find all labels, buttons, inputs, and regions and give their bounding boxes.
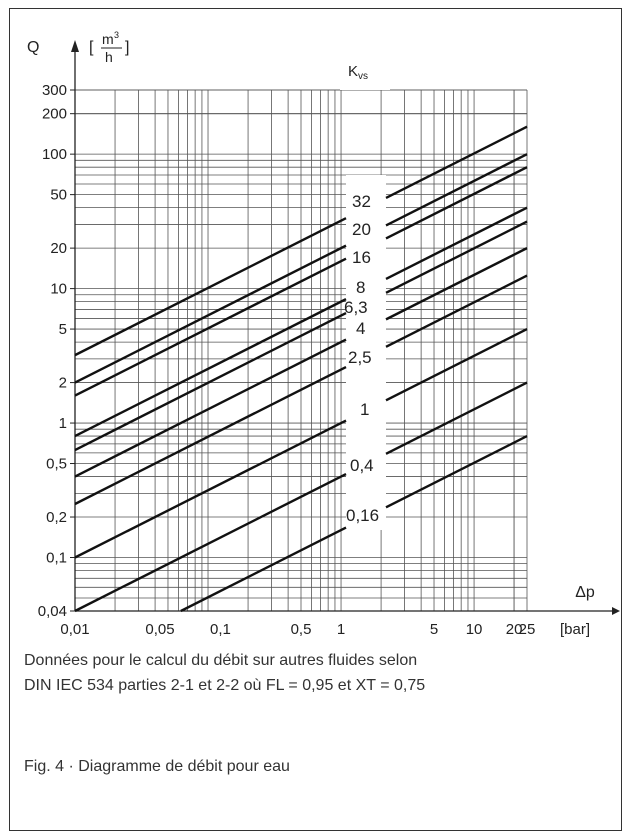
series-line	[385, 220, 528, 294]
series-line	[385, 381, 528, 455]
x-tick-label: 1	[337, 621, 345, 638]
series-line	[385, 247, 528, 321]
series-line	[385, 435, 528, 509]
x-tick-label: 0,5	[291, 621, 312, 638]
series-line	[74, 365, 347, 506]
y-tick-label: 0,2	[46, 509, 67, 526]
note-line-1: Données pour le calcul du débit sur autr…	[24, 652, 418, 669]
x-axis-symbol: Δp	[575, 584, 595, 601]
series-line	[74, 298, 347, 438]
series-line	[74, 312, 347, 452]
y-axis-symbol: Q	[27, 39, 39, 56]
y-tick-label: 0,04	[38, 603, 67, 620]
x-tick-label: 0,1	[210, 621, 231, 638]
y-tick-label: 100	[42, 146, 67, 163]
y-tick-label: 0,5	[46, 456, 67, 473]
series-label: 2,5	[348, 348, 372, 367]
y-axis-unit-exponent: 3	[114, 30, 119, 40]
series-line	[74, 419, 347, 559]
legend-title-gap	[340, 60, 390, 90]
series-label: 6,3	[344, 298, 368, 317]
x-tick-label: 10	[466, 621, 483, 638]
x-tick-label: 5	[430, 621, 438, 638]
series-label: 0,4	[350, 456, 374, 475]
y-tick-label: 2	[59, 375, 67, 392]
label-gap	[346, 175, 386, 530]
y-axis-unit-close: ]	[125, 39, 129, 56]
series-line	[180, 526, 347, 613]
y-tick-label: 1	[59, 415, 67, 432]
x-axis-unit: [bar]	[560, 621, 590, 638]
series-line	[74, 472, 347, 613]
x-tick-label: 0,05	[145, 621, 174, 638]
series-label: 4	[356, 319, 365, 338]
y-axis-arrow	[71, 40, 79, 52]
series-line	[385, 153, 528, 227]
y-tick-label: 20	[50, 240, 67, 257]
series-line	[385, 166, 528, 240]
figure-caption: Fig. 4 · Diagramme de débit pour eau	[24, 758, 290, 775]
y-tick-label: 10	[50, 281, 67, 298]
series-label: 0,16	[346, 506, 379, 525]
x-tick-label: 25	[519, 621, 536, 638]
note-text: Données pour le calcul du débit sur autr…	[24, 648, 614, 698]
series-line	[74, 217, 347, 357]
note-line-2: DIN IEC 534 parties 2-1 et 2-2 où FL = 0…	[24, 677, 426, 694]
legend-title-subscript: vs	[358, 71, 368, 82]
series-line	[74, 244, 347, 384]
series-line	[74, 338, 347, 478]
x-tick-label: 0,01	[60, 621, 89, 638]
series-label: 1	[360, 400, 369, 419]
x-axis-arrow	[612, 607, 620, 615]
series-line	[385, 125, 528, 200]
series-line	[385, 206, 528, 280]
series-line	[385, 328, 528, 402]
series-label: 20	[352, 220, 371, 239]
series-line	[385, 274, 528, 348]
y-tick-label: 5	[59, 321, 67, 338]
series-label: 16	[352, 248, 371, 267]
series-line	[74, 257, 347, 397]
y-tick-label: 300	[42, 82, 67, 99]
y-axis-unit-denominator: h	[105, 49, 113, 65]
y-axis-unit-open: [	[89, 39, 94, 56]
y-tick-label: 200	[42, 106, 67, 123]
series-label: 32	[352, 192, 371, 211]
y-tick-label: 0,1	[46, 549, 67, 566]
figure-frame	[9, 8, 622, 831]
series-label: 8	[356, 278, 365, 297]
legend-title: K	[348, 63, 358, 80]
y-axis-unit-numerator: m	[102, 31, 114, 47]
y-tick-label: 50	[50, 187, 67, 204]
x-tick-label: 20	[506, 621, 523, 638]
